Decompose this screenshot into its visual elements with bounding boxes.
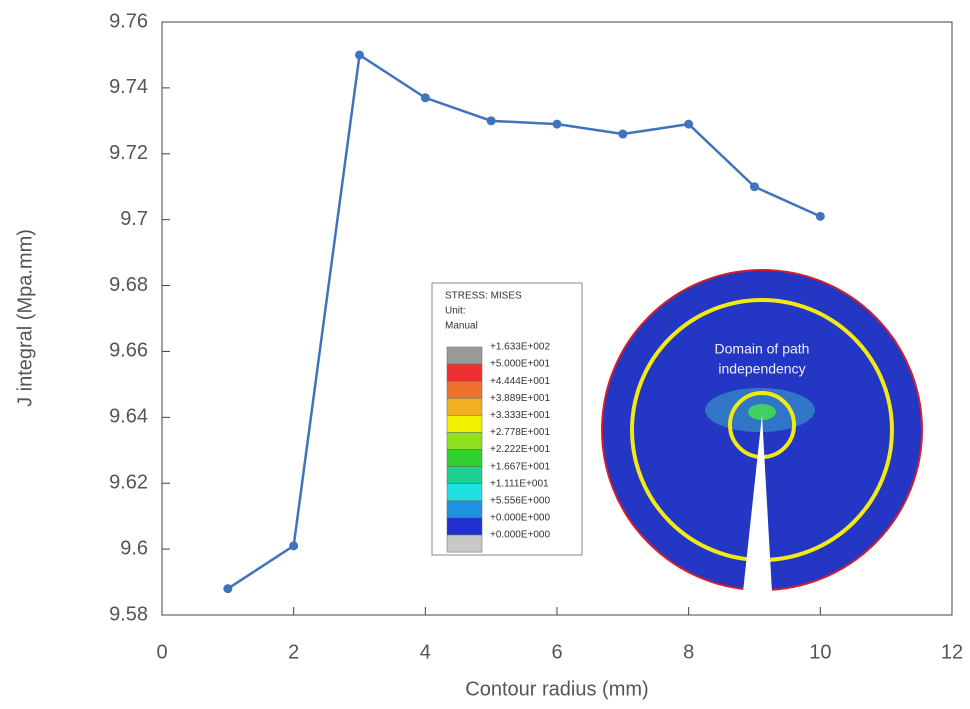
data-point <box>289 541 298 550</box>
legend-swatch <box>447 381 482 398</box>
legend-label: +0.000E+000 <box>490 513 550 524</box>
y-tick-label: 9.62 <box>109 472 148 494</box>
y-tick-label: 9.68 <box>109 274 148 296</box>
y-tick-label: 9.58 <box>109 603 148 625</box>
legend-label: +5.556E+000 <box>490 495 550 506</box>
y-tick-label: 9.7 <box>120 208 148 230</box>
y-tick-label: 9.72 <box>109 142 148 164</box>
x-tick-label: 4 <box>420 641 431 663</box>
y-tick-label: 9.76 <box>109 10 148 32</box>
legend-label: +3.333E+001 <box>490 410 550 421</box>
data-point <box>816 212 825 221</box>
legend-swatch <box>447 347 482 364</box>
x-tick-label: 2 <box>288 641 299 663</box>
data-point <box>487 116 496 125</box>
chart: Contour radius (mm) J integral (Mpa.mm) … <box>0 0 970 704</box>
annotation: Domain of path <box>715 341 810 357</box>
legend-swatch <box>447 484 482 501</box>
data-point <box>618 130 627 139</box>
data-point <box>553 120 562 129</box>
y-tick-label: 9.6 <box>120 537 148 559</box>
legend-label: +1.667E+001 <box>490 461 550 472</box>
legend-label: +1.633E+002 <box>490 342 550 353</box>
legend-swatch <box>447 364 482 381</box>
legend-label: +5.000E+001 <box>490 359 550 370</box>
legend-swatch <box>447 450 482 467</box>
x-tick-label: 8 <box>683 641 694 663</box>
x-tick-label: 12 <box>941 641 963 663</box>
annotation: independency <box>718 361 805 377</box>
legend-label: +2.222E+001 <box>490 444 550 455</box>
data-point <box>750 182 759 191</box>
legend-label: +1.111E+001 <box>490 478 549 489</box>
legend-label: +4.444E+001 <box>490 376 550 387</box>
x-tick-label: 0 <box>156 641 167 663</box>
legend-heading: Manual <box>445 321 478 332</box>
legend-heading: Unit: <box>445 306 466 317</box>
y-axis-label: J integral (Mpa.mm) <box>14 229 36 407</box>
x-tick-label: 6 <box>551 641 562 663</box>
legend-label: +2.778E+001 <box>490 427 550 438</box>
data-point <box>684 120 693 129</box>
y-tick-label: 9.66 <box>109 340 148 362</box>
data-point <box>355 50 364 59</box>
legend-swatch <box>447 535 482 552</box>
legend-heading: STRESS: MISES <box>445 291 522 302</box>
x-tick-label: 10 <box>809 641 831 663</box>
data-point <box>421 93 430 102</box>
legend-swatch <box>447 398 482 415</box>
contour-disk <box>602 270 922 592</box>
x-axis-label: Contour radius (mm) <box>465 678 648 700</box>
legend-label: +0.000E+000 <box>490 530 550 541</box>
y-tick-label: 9.74 <box>109 76 148 98</box>
legend-swatch <box>447 501 482 518</box>
legend-swatch <box>447 467 482 484</box>
legend-swatch <box>447 415 482 432</box>
legend-swatch <box>447 432 482 449</box>
legend-label: +3.889E+001 <box>490 393 550 404</box>
y-tick-label: 9.64 <box>109 406 148 428</box>
data-point <box>223 584 232 593</box>
legend-swatch <box>447 518 482 535</box>
